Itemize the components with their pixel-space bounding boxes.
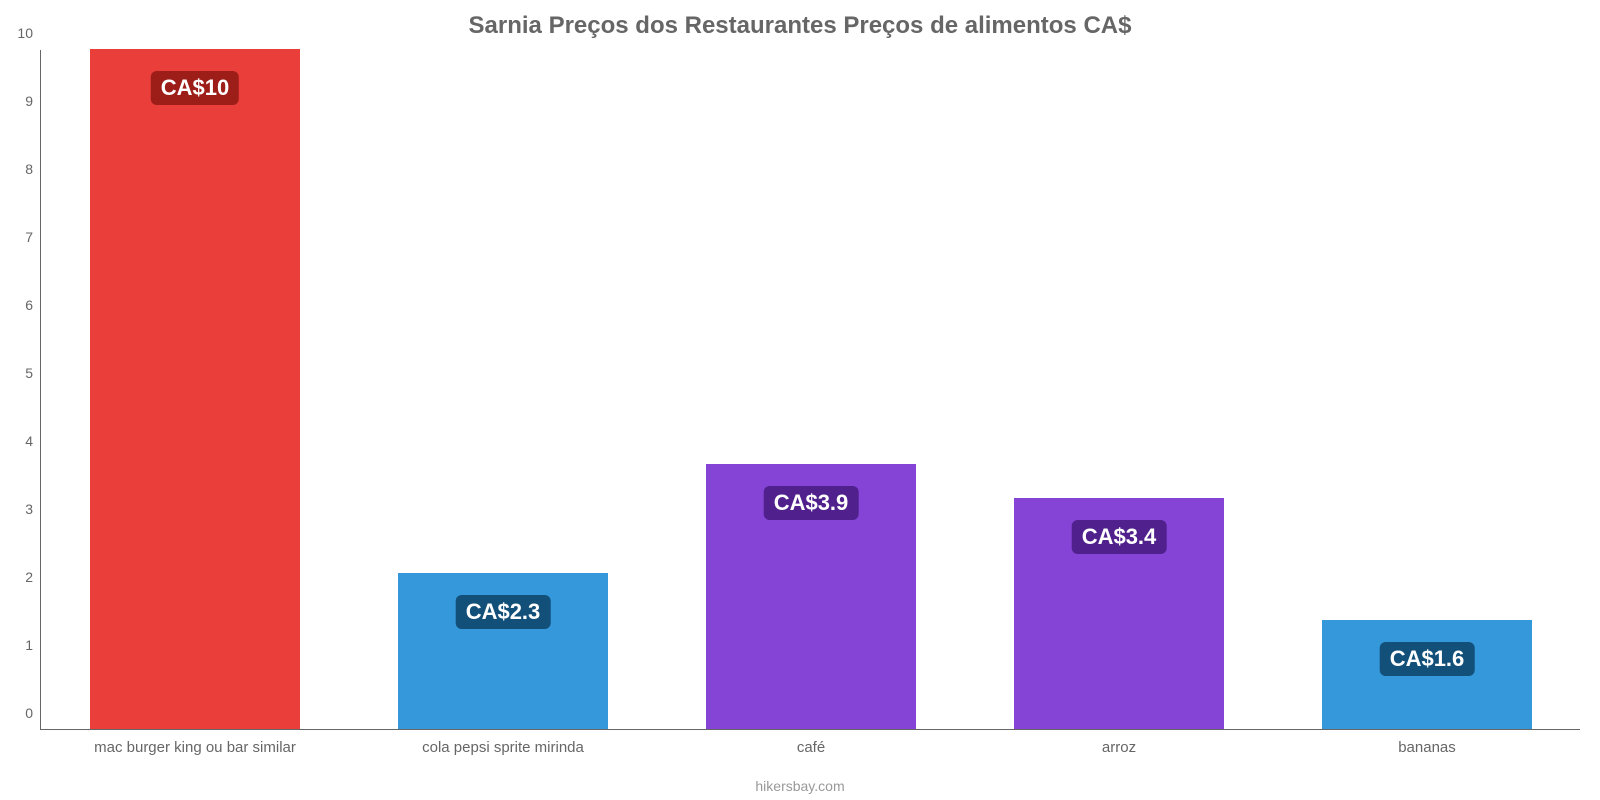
value-badge: CA$1.6 bbox=[1380, 642, 1475, 676]
bar: CA$3.4 bbox=[1014, 498, 1223, 729]
y-tick-label: 8 bbox=[25, 161, 41, 177]
value-badge: CA$3.4 bbox=[1072, 520, 1167, 554]
y-tick-label: 10 bbox=[17, 25, 41, 41]
x-category-label: café bbox=[797, 729, 825, 756]
y-tick-label: 2 bbox=[25, 569, 41, 585]
chart-title: Sarnia Preços dos Restaurantes Preços de… bbox=[0, 12, 1600, 40]
bar: CA$2.3 bbox=[398, 573, 607, 729]
y-tick-label: 5 bbox=[25, 365, 41, 381]
x-category-label: cola pepsi sprite mirinda bbox=[422, 729, 584, 756]
x-category-label: arroz bbox=[1102, 729, 1136, 756]
y-tick-label: 7 bbox=[25, 229, 41, 245]
value-badge: CA$2.3 bbox=[456, 595, 551, 629]
value-badge: CA$3.9 bbox=[764, 486, 859, 520]
y-tick-label: 3 bbox=[25, 501, 41, 517]
source-label: hikersbay.com bbox=[0, 778, 1600, 794]
x-category-label: bananas bbox=[1398, 729, 1456, 756]
value-badge: CA$10 bbox=[151, 71, 239, 105]
y-tick-label: 4 bbox=[25, 433, 41, 449]
y-tick-label: 0 bbox=[25, 705, 41, 721]
y-tick-label: 1 bbox=[25, 637, 41, 653]
bar: CA$10 bbox=[90, 49, 299, 729]
bar: CA$3.9 bbox=[706, 464, 915, 729]
plot-area: 012345678910CA$10mac burger king ou bar … bbox=[40, 50, 1580, 730]
y-tick-label: 6 bbox=[25, 297, 41, 313]
x-category-label: mac burger king ou bar similar bbox=[94, 729, 296, 756]
y-tick-label: 9 bbox=[25, 93, 41, 109]
chart-container: Sarnia Preços dos Restaurantes Preços de… bbox=[0, 0, 1600, 800]
bar: CA$1.6 bbox=[1322, 620, 1531, 729]
